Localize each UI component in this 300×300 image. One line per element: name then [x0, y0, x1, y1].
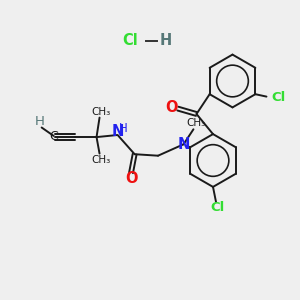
Text: Cl: Cl: [123, 33, 138, 48]
Text: O: O: [166, 100, 178, 115]
Text: H: H: [119, 122, 128, 135]
Text: CH₃: CH₃: [92, 154, 111, 165]
Text: CH₃: CH₃: [92, 107, 111, 117]
Text: H: H: [35, 115, 45, 128]
Text: CH₃: CH₃: [187, 118, 206, 128]
Text: Cl: Cl: [210, 201, 224, 214]
Text: N: N: [177, 137, 190, 152]
Text: H: H: [160, 33, 172, 48]
Text: C: C: [49, 130, 58, 143]
Text: O: O: [125, 171, 137, 186]
Text: Cl: Cl: [272, 91, 286, 104]
Text: N: N: [111, 124, 124, 139]
